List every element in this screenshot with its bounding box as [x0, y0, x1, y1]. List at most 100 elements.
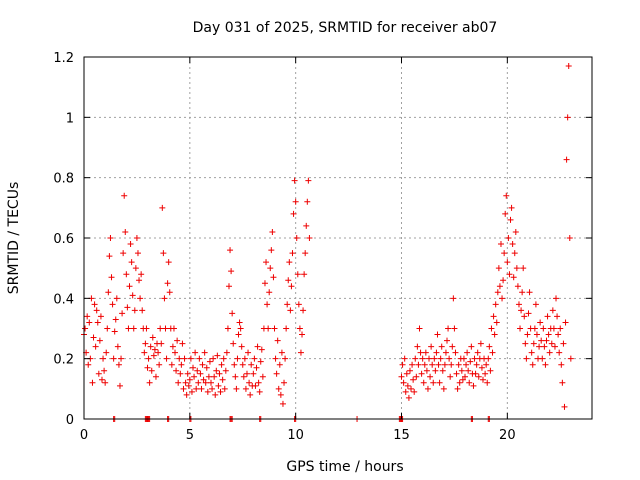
- data-point: [511, 250, 518, 257]
- data-point: [120, 250, 127, 257]
- data-point: [508, 204, 515, 211]
- data-point: [422, 349, 429, 356]
- data-point: [170, 325, 177, 332]
- data-point: [225, 283, 232, 290]
- data-point: [299, 331, 306, 338]
- data-point: [441, 361, 448, 368]
- data-point: [465, 367, 472, 374]
- data-point: [147, 343, 154, 350]
- data-point: [477, 340, 484, 347]
- data-point: [246, 379, 253, 386]
- data-point: [127, 241, 134, 248]
- data-point: [561, 403, 568, 410]
- data-point: [541, 343, 548, 350]
- data-point: [265, 325, 272, 332]
- tick-labels: 0 5 10 15 20 0 0.2 0.4 0.6 0.8 1 1.2: [53, 51, 515, 443]
- data-point: [163, 355, 170, 362]
- data-point: [439, 367, 446, 374]
- data-point: [536, 343, 543, 350]
- data-point: [546, 349, 553, 356]
- data-point: [86, 319, 93, 326]
- data-point: [247, 391, 254, 398]
- data-point: [263, 259, 270, 266]
- data-point: [219, 376, 226, 383]
- data-point: [428, 343, 435, 350]
- data-point: [545, 331, 552, 338]
- data-point: [303, 222, 310, 229]
- data-point: [236, 319, 243, 326]
- data-point: [144, 364, 151, 371]
- data-point: [113, 295, 120, 302]
- data-point: [97, 313, 104, 320]
- data-point: [132, 265, 139, 272]
- data-point: [125, 325, 132, 332]
- data-point: [218, 361, 225, 368]
- data-point: [437, 355, 444, 362]
- data-point: [213, 367, 220, 374]
- data-point: [138, 271, 145, 278]
- data-point: [301, 271, 308, 278]
- data-point: [230, 340, 237, 347]
- data-point: [445, 325, 452, 332]
- data-point: [406, 367, 413, 374]
- data-point: [468, 343, 475, 350]
- data-point: [459, 376, 466, 383]
- data-point: [294, 271, 301, 278]
- data-point: [305, 177, 312, 184]
- data-point: [141, 349, 148, 356]
- data-point: [486, 343, 493, 350]
- data-point: [134, 250, 141, 257]
- data-point: [451, 325, 458, 332]
- data-point: [466, 379, 473, 386]
- data-point: [532, 301, 539, 308]
- data-point: [497, 241, 504, 248]
- data-point: [507, 216, 514, 223]
- data-point: [438, 343, 445, 350]
- data-point: [96, 337, 103, 344]
- data-point: [405, 394, 412, 401]
- data-point: [563, 156, 570, 163]
- data-point: [523, 355, 530, 362]
- data-point: [183, 391, 190, 398]
- data-point: [266, 289, 273, 296]
- data-point: [150, 352, 157, 359]
- data-point: [282, 355, 289, 362]
- data-point: [491, 331, 498, 338]
- data-point: [185, 382, 192, 389]
- data-point: [176, 355, 183, 362]
- data-point: [446, 355, 453, 362]
- data-point: [269, 228, 276, 235]
- data-point: [107, 235, 114, 241]
- data-point: [234, 355, 241, 362]
- data-point: [555, 331, 562, 338]
- data-point: [102, 379, 109, 386]
- data-point: [283, 325, 290, 332]
- data-point: [426, 355, 433, 362]
- data-point: [413, 373, 420, 380]
- data-point: [559, 379, 566, 386]
- data-point: [293, 235, 300, 241]
- data-point: [145, 355, 152, 362]
- data-point: [216, 370, 223, 377]
- data-point: [91, 301, 98, 308]
- data-point: [398, 373, 405, 380]
- data-point: [256, 388, 263, 395]
- data-point: [553, 295, 560, 302]
- data-point: [501, 250, 508, 257]
- data-point: [436, 379, 443, 386]
- data-point: [514, 283, 521, 290]
- data-point: [454, 385, 461, 392]
- data-point: [564, 114, 571, 121]
- data-point: [506, 271, 513, 278]
- data-point: [270, 274, 277, 281]
- data-point: [261, 280, 268, 287]
- data-point: [551, 343, 558, 350]
- data-point: [284, 301, 291, 308]
- data-point: [217, 388, 224, 395]
- data-point: [560, 340, 567, 347]
- data-point: [421, 361, 428, 368]
- data-point: [193, 385, 200, 392]
- data-point: [173, 367, 180, 374]
- data-point: [484, 379, 491, 386]
- data-point: [431, 355, 438, 362]
